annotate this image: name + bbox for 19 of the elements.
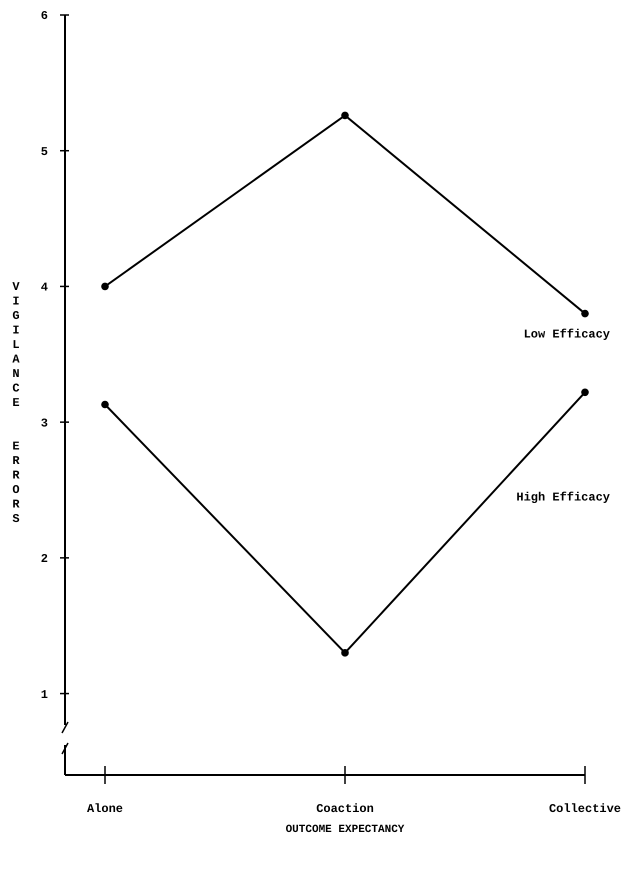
x-axis-title: OUTCOME EXPECTANCY — [286, 824, 405, 836]
x-tick-label: Coaction — [316, 802, 374, 816]
y-tick-label: 3 — [40, 416, 48, 430]
y-tick-label: 4 — [40, 280, 48, 295]
point — [101, 282, 109, 290]
point — [341, 112, 349, 120]
y-tick-label: 5 — [40, 144, 48, 159]
y-tick-label: 2 — [40, 552, 48, 566]
point — [341, 649, 349, 657]
y-tick-label: 6 — [40, 9, 48, 24]
point — [101, 400, 109, 408]
y-tick-label: 1 — [40, 688, 48, 702]
point — [581, 388, 589, 396]
series-label: High Efficacy — [516, 490, 610, 504]
text: VIGILANCE ERRORS — [12, 280, 20, 526]
text: Low Efficacy — [524, 328, 610, 342]
x-tick-label: Alone — [86, 802, 124, 816]
point — [581, 310, 589, 318]
x-tick-label: Collective — [548, 802, 622, 816]
